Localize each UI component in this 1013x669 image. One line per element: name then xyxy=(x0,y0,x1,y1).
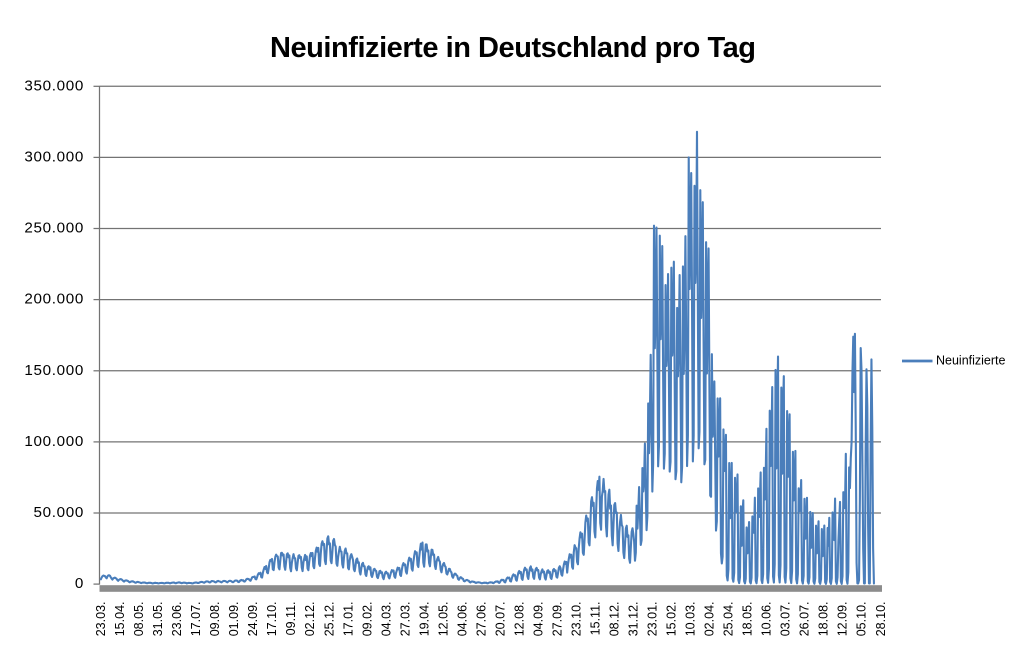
svg-text:15.04.: 15.04. xyxy=(113,602,127,637)
svg-text:19.04.: 19.04. xyxy=(417,602,431,637)
svg-text:01.09.: 01.09. xyxy=(227,602,241,637)
svg-text:10.06.: 10.06. xyxy=(760,602,774,637)
svg-text:10.03.: 10.03. xyxy=(684,602,698,637)
svg-text:31.12.: 31.12. xyxy=(627,602,641,637)
svg-text:17.01.: 17.01. xyxy=(341,602,355,637)
svg-text:24.09.: 24.09. xyxy=(246,602,260,637)
svg-text:02.12.: 02.12. xyxy=(303,602,317,637)
svg-text:09.08.: 09.08. xyxy=(208,602,222,637)
svg-text:23.06.: 23.06. xyxy=(170,602,184,637)
svg-text:18.05.: 18.05. xyxy=(741,602,755,637)
svg-text:02.04.: 02.04. xyxy=(703,602,717,637)
svg-text:23.01.: 23.01. xyxy=(646,602,660,637)
svg-text:08.05.: 08.05. xyxy=(132,602,146,637)
svg-text:50.000: 50.000 xyxy=(33,504,84,521)
svg-text:09.11.: 09.11. xyxy=(284,602,298,636)
svg-text:28.10.: 28.10. xyxy=(874,602,888,637)
svg-text:17.10.: 17.10. xyxy=(265,602,279,637)
svg-text:12.08.: 12.08. xyxy=(512,602,526,637)
svg-text:12.09.: 12.09. xyxy=(836,602,850,637)
svg-text:250.000: 250.000 xyxy=(24,220,84,237)
svg-text:15.02.: 15.02. xyxy=(665,602,679,637)
svg-text:200.000: 200.000 xyxy=(24,291,84,308)
svg-text:27.06.: 27.06. xyxy=(474,602,488,637)
svg-text:31.05.: 31.05. xyxy=(151,602,165,637)
svg-text:300.000: 300.000 xyxy=(24,148,84,165)
svg-text:26.07.: 26.07. xyxy=(798,602,812,637)
svg-text:03.07.: 03.07. xyxy=(779,602,793,637)
svg-text:05.10.: 05.10. xyxy=(855,602,869,637)
svg-text:12.05.: 12.05. xyxy=(436,602,450,637)
svg-text:09.02.: 09.02. xyxy=(360,602,374,637)
svg-text:15.11.: 15.11. xyxy=(588,602,602,636)
svg-text:25.04.: 25.04. xyxy=(722,602,736,637)
svg-text:150.000: 150.000 xyxy=(24,362,84,379)
svg-text:27.03.: 27.03. xyxy=(398,602,412,637)
svg-text:20.07.: 20.07. xyxy=(493,602,507,637)
svg-text:27.09.: 27.09. xyxy=(550,602,564,637)
svg-text:100.000: 100.000 xyxy=(24,433,84,450)
svg-text:23.03.: 23.03. xyxy=(94,602,108,637)
svg-text:25.12.: 25.12. xyxy=(322,602,336,637)
svg-text:Neuinfizierte in Deutschland p: Neuinfizierte in Deutschland pro Tag xyxy=(270,32,756,64)
svg-text:18.08.: 18.08. xyxy=(817,602,831,637)
svg-text:17.07.: 17.07. xyxy=(189,602,203,637)
svg-text:Neuinfizierte: Neuinfizierte xyxy=(936,354,1006,368)
svg-text:04.06.: 04.06. xyxy=(455,602,469,637)
svg-text:04.03.: 04.03. xyxy=(379,602,393,637)
svg-text:08.12.: 08.12. xyxy=(608,602,622,637)
svg-text:23.10.: 23.10. xyxy=(569,602,583,637)
svg-text:04.09.: 04.09. xyxy=(531,602,545,637)
svg-text:0: 0 xyxy=(75,575,84,592)
svg-text:350.000: 350.000 xyxy=(24,77,84,94)
